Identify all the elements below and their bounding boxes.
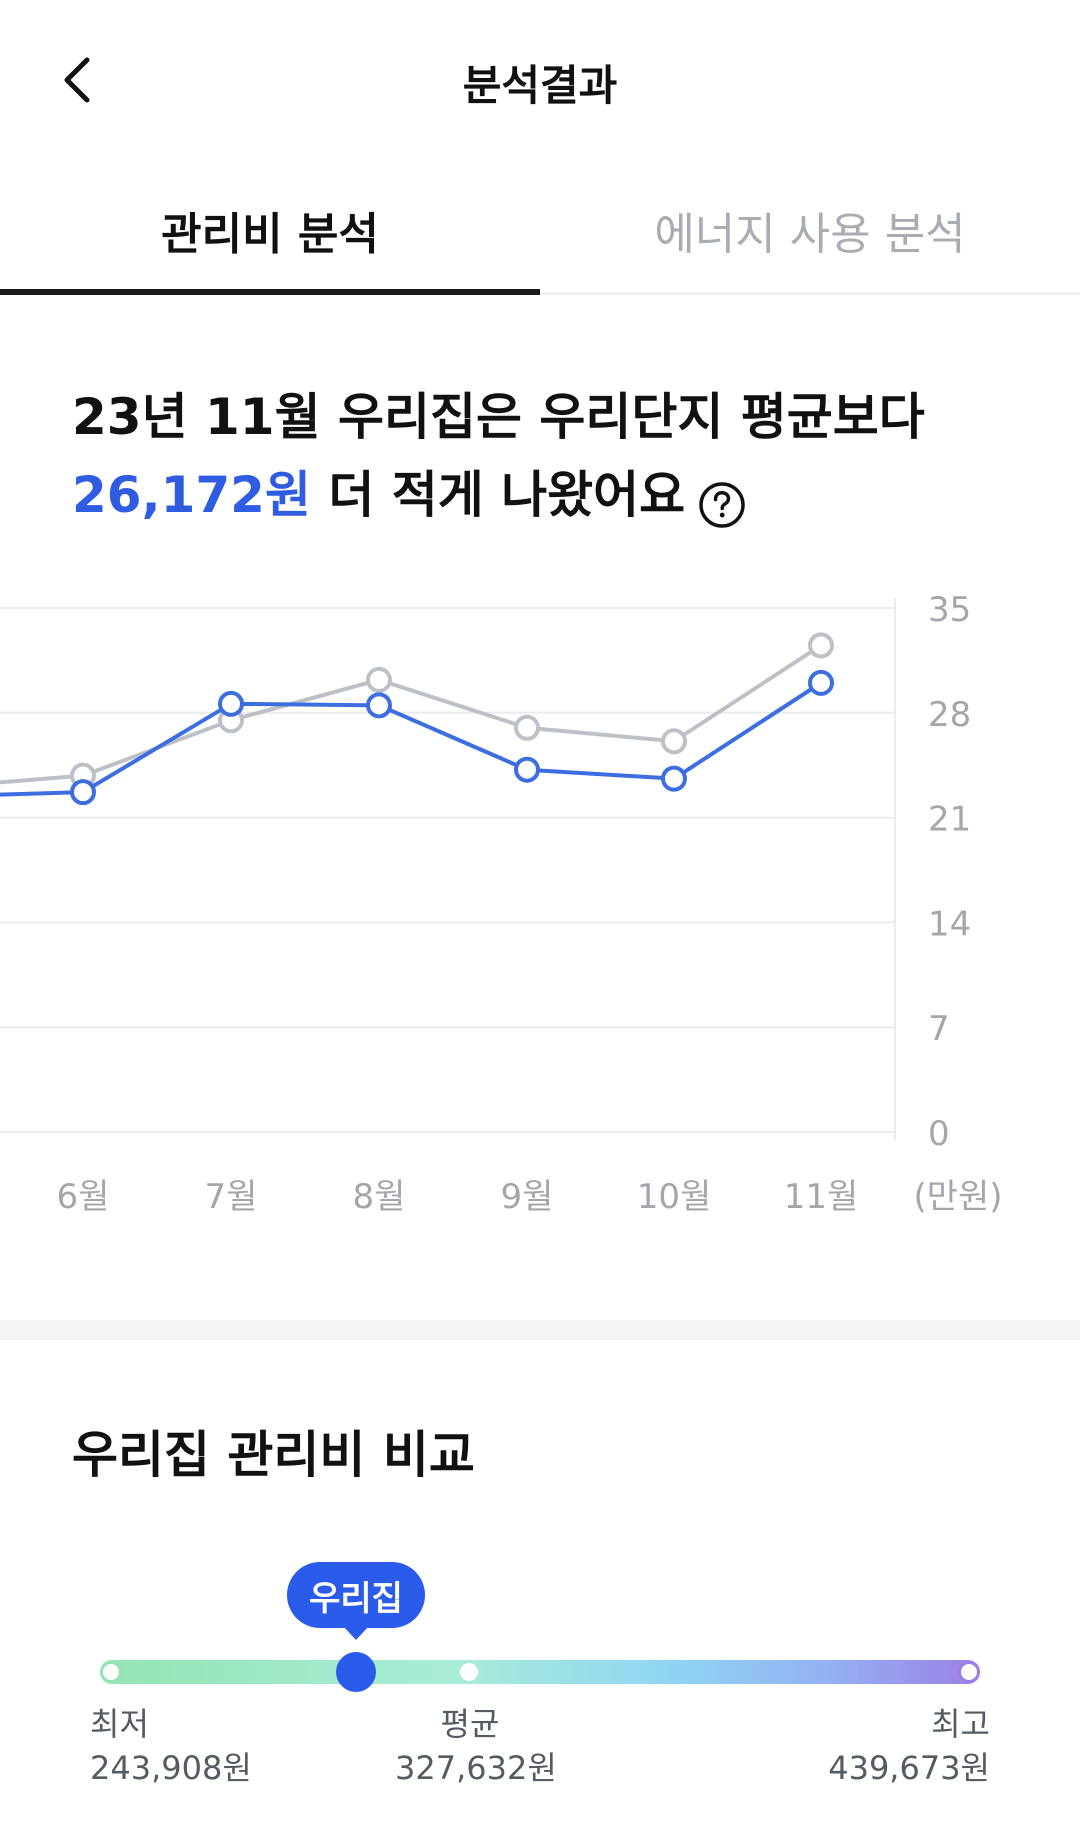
y-tick-label: 14 [928, 904, 971, 944]
fee-range-bar [100, 1660, 980, 1684]
comparison-title: 우리집 관리비 비교 [72, 1426, 475, 1484]
series-line [0, 681, 823, 797]
fee-trend-chart: 35 28 21 14 7 0 6월 7월 8월 9월 10월 11월 (만원) [0, 560, 1080, 1240]
y-tick-label: 7 [928, 1009, 950, 1049]
page-title: 분석결과 [462, 61, 618, 110]
x-tick-label: 10월 [637, 1177, 712, 1217]
summary-line-2-text: 더 적게 나왔어요 [310, 466, 686, 524]
y-tick-label: 35 [928, 590, 971, 630]
average-marker [460, 1663, 478, 1681]
back-button[interactable] [40, 40, 120, 120]
y-tick-label: 0 [928, 1114, 950, 1154]
x-tick-label: 7월 [205, 1177, 258, 1217]
data-point [661, 728, 687, 755]
min-marker [100, 1661, 122, 1683]
x-tick-label: 11월 [784, 1177, 859, 1217]
summary-line-1: 23년 11월 우리집은 우리단지 평균보다 [72, 388, 925, 446]
average-stat: 평균 327,632원 [395, 1702, 557, 1790]
data-point [661, 765, 687, 792]
data-point [366, 666, 392, 693]
min-stat: 최저 243,908원 [90, 1702, 252, 1790]
data-point [514, 756, 540, 783]
data-point [366, 692, 392, 719]
tab-energy-usage-analysis[interactable]: 에너지 사용 분석 [654, 209, 966, 260]
max-stat: 최고 439,673원 [790, 1702, 990, 1790]
unit-label: (만원) [913, 1177, 1002, 1217]
data-point [808, 632, 834, 659]
summary-headline: 23년 11월 우리집은 우리단지 평균보다 26,172원 더 적게 나왔어요 [72, 378, 925, 534]
tooltip-tail [343, 1626, 369, 1640]
chart-svg: 35 28 21 14 7 0 6월 7월 8월 9월 10월 11월 (만원) [0, 590, 1003, 1217]
tab-bar: 관리비 분석 에너지 사용 분석 [0, 165, 1080, 295]
x-tick-label: 6월 [57, 1177, 110, 1217]
difference-amount: 26,172원 [72, 466, 311, 524]
question-circle-icon [699, 481, 745, 528]
max-marker [958, 1661, 980, 1683]
x-tick-label: 8월 [353, 1177, 406, 1217]
data-point [808, 669, 834, 696]
summary-line-2: 26,172원 더 적게 나왔어요 [72, 456, 925, 534]
min-label: 최저 [90, 1705, 149, 1743]
y-tick-label: 28 [928, 695, 971, 735]
tab-active-indicator [0, 289, 540, 295]
average-value: 327,632원 [395, 1749, 557, 1787]
y-tick-label: 21 [928, 800, 971, 840]
tab-underline [0, 292, 1080, 295]
data-point [218, 690, 244, 717]
help-button[interactable] [697, 474, 747, 528]
tab-maintenance-fee-analysis[interactable]: 관리비 분석 [161, 209, 379, 260]
data-point [514, 714, 540, 741]
chevron-left-icon [64, 57, 90, 103]
average-label: 평균 [440, 1705, 500, 1743]
max-value: 439,673원 [828, 1749, 990, 1787]
max-label: 최고 [931, 1705, 990, 1743]
my-home-marker[interactable] [336, 1652, 376, 1692]
my-home-tooltip: 우리집 [287, 1562, 425, 1628]
x-tick-label: 9월 [501, 1177, 554, 1217]
header: 분석결과 [0, 0, 1080, 165]
data-point [70, 779, 96, 806]
min-value: 243,908원 [90, 1749, 252, 1787]
section-divider [0, 1320, 1080, 1340]
